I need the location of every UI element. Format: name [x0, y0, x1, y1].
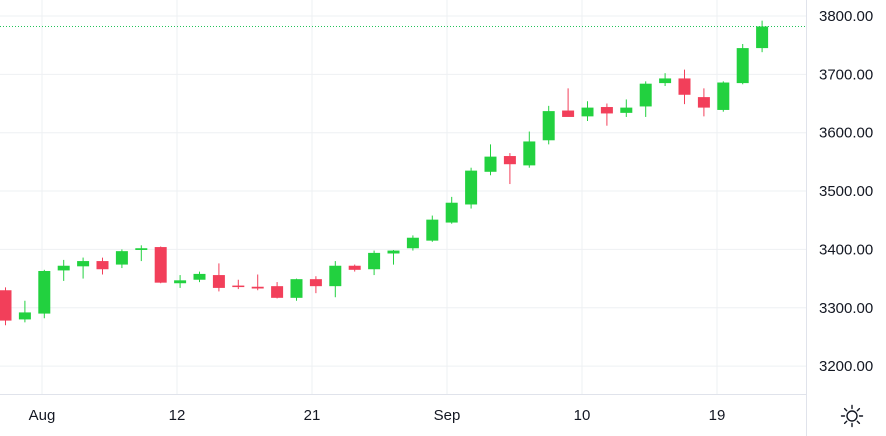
candle-body: [581, 107, 594, 117]
x-tick-label: 10: [574, 407, 591, 424]
candle-body: [38, 270, 51, 314]
x-tick-label: 12: [169, 407, 186, 424]
candle-body: [271, 286, 284, 298]
candle-body: [290, 279, 303, 298]
y-tick-label: 3600.00: [819, 125, 873, 142]
x-tick-label: Sep: [434, 407, 461, 424]
y-tick-label: 3700.00: [819, 66, 873, 83]
candle-body: [620, 107, 633, 113]
candle-body: [717, 82, 730, 110]
candle-body: [445, 202, 458, 223]
candle-body: [368, 252, 381, 270]
candle-body: [465, 170, 478, 205]
candle-body: [18, 312, 31, 320]
candle-body: [212, 275, 225, 288]
candle-body: [659, 78, 672, 84]
y-tick-label: 3400.00: [819, 241, 873, 258]
candle-body: [154, 247, 167, 283]
candle-body: [484, 156, 497, 172]
candle-body: [542, 111, 555, 141]
candle-body: [697, 97, 710, 108]
candle-body: [523, 141, 536, 166]
candle-body: [115, 251, 128, 265]
chart-settings-button[interactable]: [836, 400, 868, 432]
candle-body: [309, 279, 322, 287]
x-tick-label: 21: [304, 407, 321, 424]
candle-body: [193, 273, 206, 280]
candle-body: [756, 26, 769, 49]
candle-body: [329, 265, 342, 287]
candle-body: [678, 78, 691, 95]
candle-body: [251, 286, 264, 289]
candle-body: [387, 250, 400, 254]
candle-body: [348, 265, 361, 270]
x-tick-label: 19: [709, 407, 726, 424]
x-tick-label: Aug: [29, 407, 56, 424]
candle-body: [135, 248, 148, 250]
settings-sun-icon: [840, 404, 864, 428]
candle-body: [736, 48, 749, 84]
candle-body: [503, 156, 516, 165]
candle-body: [600, 107, 613, 114]
candle-body: [232, 285, 245, 288]
candle-body: [96, 261, 109, 270]
candle-body: [639, 83, 652, 107]
candle-body: [562, 110, 575, 117]
candle-body: [406, 237, 419, 249]
candle-body: [77, 261, 90, 267]
y-tick-label: 3200.00: [819, 358, 873, 375]
y-tick-label: 3500.00: [819, 183, 873, 200]
candle-body: [426, 219, 439, 241]
candle-body: [57, 265, 70, 271]
y-tick-label: 3300.00: [819, 300, 873, 317]
candle-body: [174, 280, 187, 284]
y-tick-label: 3800.00: [819, 8, 873, 25]
candle-body: [0, 290, 12, 321]
